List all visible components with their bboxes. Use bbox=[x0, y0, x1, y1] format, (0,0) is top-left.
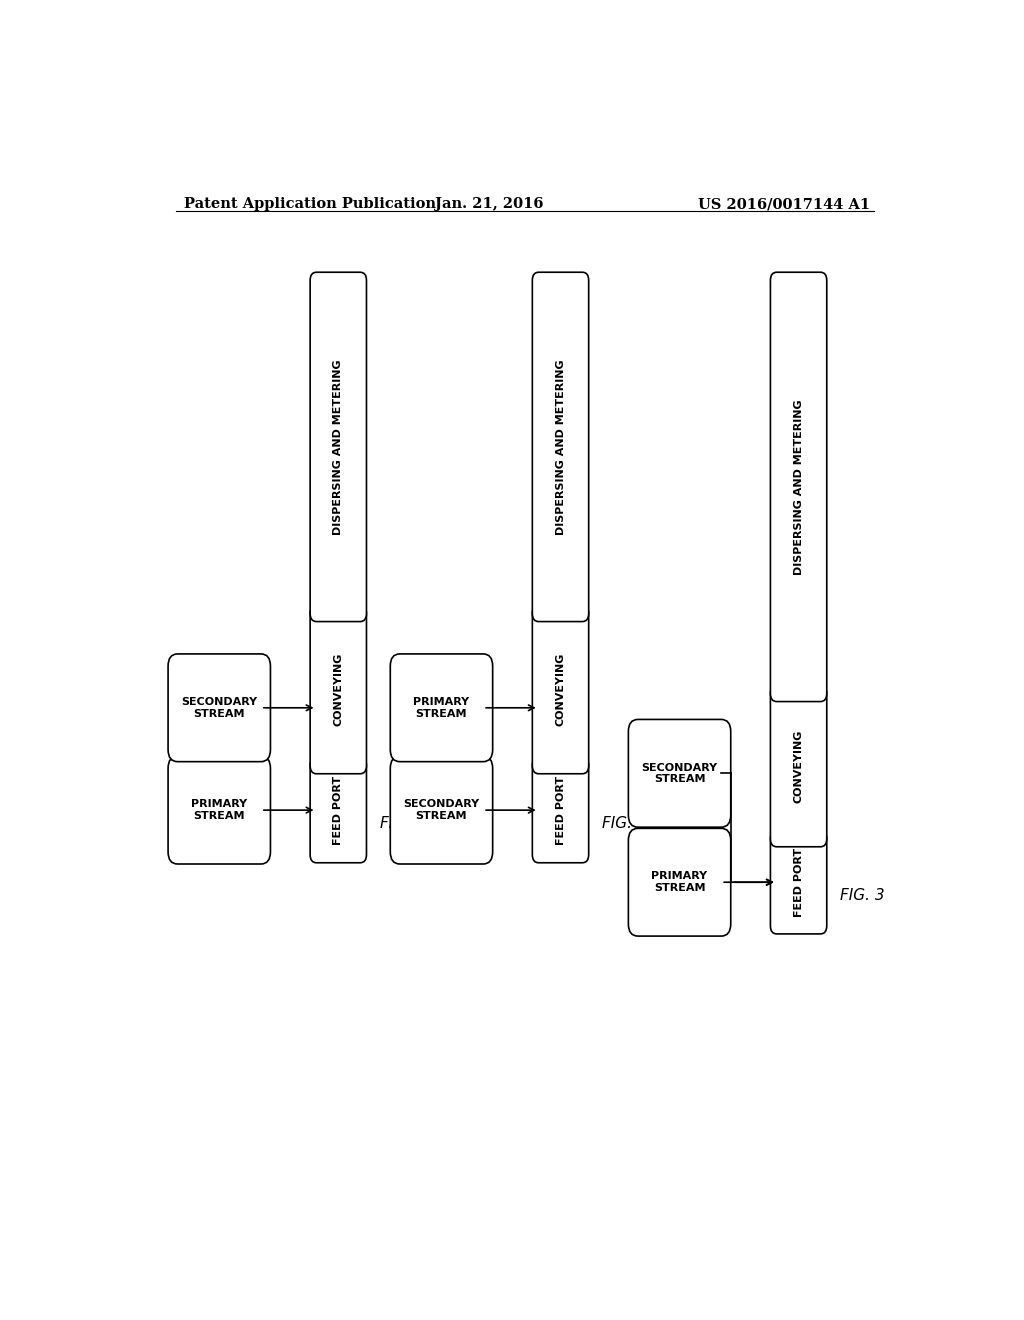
FancyBboxPatch shape bbox=[770, 830, 826, 935]
Text: FEED PORT: FEED PORT bbox=[555, 776, 565, 845]
Text: Patent Application Publication: Patent Application Publication bbox=[183, 197, 435, 211]
Text: CONVEYING: CONVEYING bbox=[333, 653, 343, 726]
FancyBboxPatch shape bbox=[390, 756, 493, 865]
FancyBboxPatch shape bbox=[310, 606, 367, 774]
FancyBboxPatch shape bbox=[770, 272, 826, 701]
FancyBboxPatch shape bbox=[770, 685, 826, 847]
Text: SECONDARY
STREAM: SECONDARY STREAM bbox=[641, 763, 718, 784]
Text: PRIMARY
STREAM: PRIMARY STREAM bbox=[414, 697, 470, 718]
Text: CONVEYING: CONVEYING bbox=[794, 730, 804, 803]
FancyBboxPatch shape bbox=[310, 758, 367, 863]
Text: FIG. 2: FIG. 2 bbox=[602, 816, 647, 832]
Text: DISPERSING AND METERING: DISPERSING AND METERING bbox=[794, 399, 804, 574]
Text: FEED PORT: FEED PORT bbox=[794, 847, 804, 917]
Text: DISPERSING AND METERING: DISPERSING AND METERING bbox=[555, 359, 565, 535]
FancyBboxPatch shape bbox=[532, 606, 589, 774]
FancyBboxPatch shape bbox=[629, 719, 731, 828]
FancyBboxPatch shape bbox=[168, 653, 270, 762]
FancyBboxPatch shape bbox=[390, 653, 493, 762]
Text: PRIMARY
STREAM: PRIMARY STREAM bbox=[651, 871, 708, 894]
FancyBboxPatch shape bbox=[532, 758, 589, 863]
Text: SECONDARY
STREAM: SECONDARY STREAM bbox=[181, 697, 257, 718]
Text: CONVEYING: CONVEYING bbox=[555, 653, 565, 726]
Text: FIG. 1: FIG. 1 bbox=[380, 816, 425, 832]
Text: SECONDARY
STREAM: SECONDARY STREAM bbox=[403, 800, 479, 821]
Text: PRIMARY
STREAM: PRIMARY STREAM bbox=[191, 800, 248, 821]
Text: US 2016/0017144 A1: US 2016/0017144 A1 bbox=[698, 197, 870, 211]
FancyBboxPatch shape bbox=[629, 829, 731, 936]
Text: FEED PORT: FEED PORT bbox=[333, 776, 343, 845]
Text: DISPERSING AND METERING: DISPERSING AND METERING bbox=[333, 359, 343, 535]
FancyBboxPatch shape bbox=[310, 272, 367, 622]
FancyBboxPatch shape bbox=[168, 756, 270, 865]
Text: Jan. 21, 2016: Jan. 21, 2016 bbox=[435, 197, 544, 211]
Text: FIG. 3: FIG. 3 bbox=[841, 888, 885, 903]
FancyBboxPatch shape bbox=[532, 272, 589, 622]
